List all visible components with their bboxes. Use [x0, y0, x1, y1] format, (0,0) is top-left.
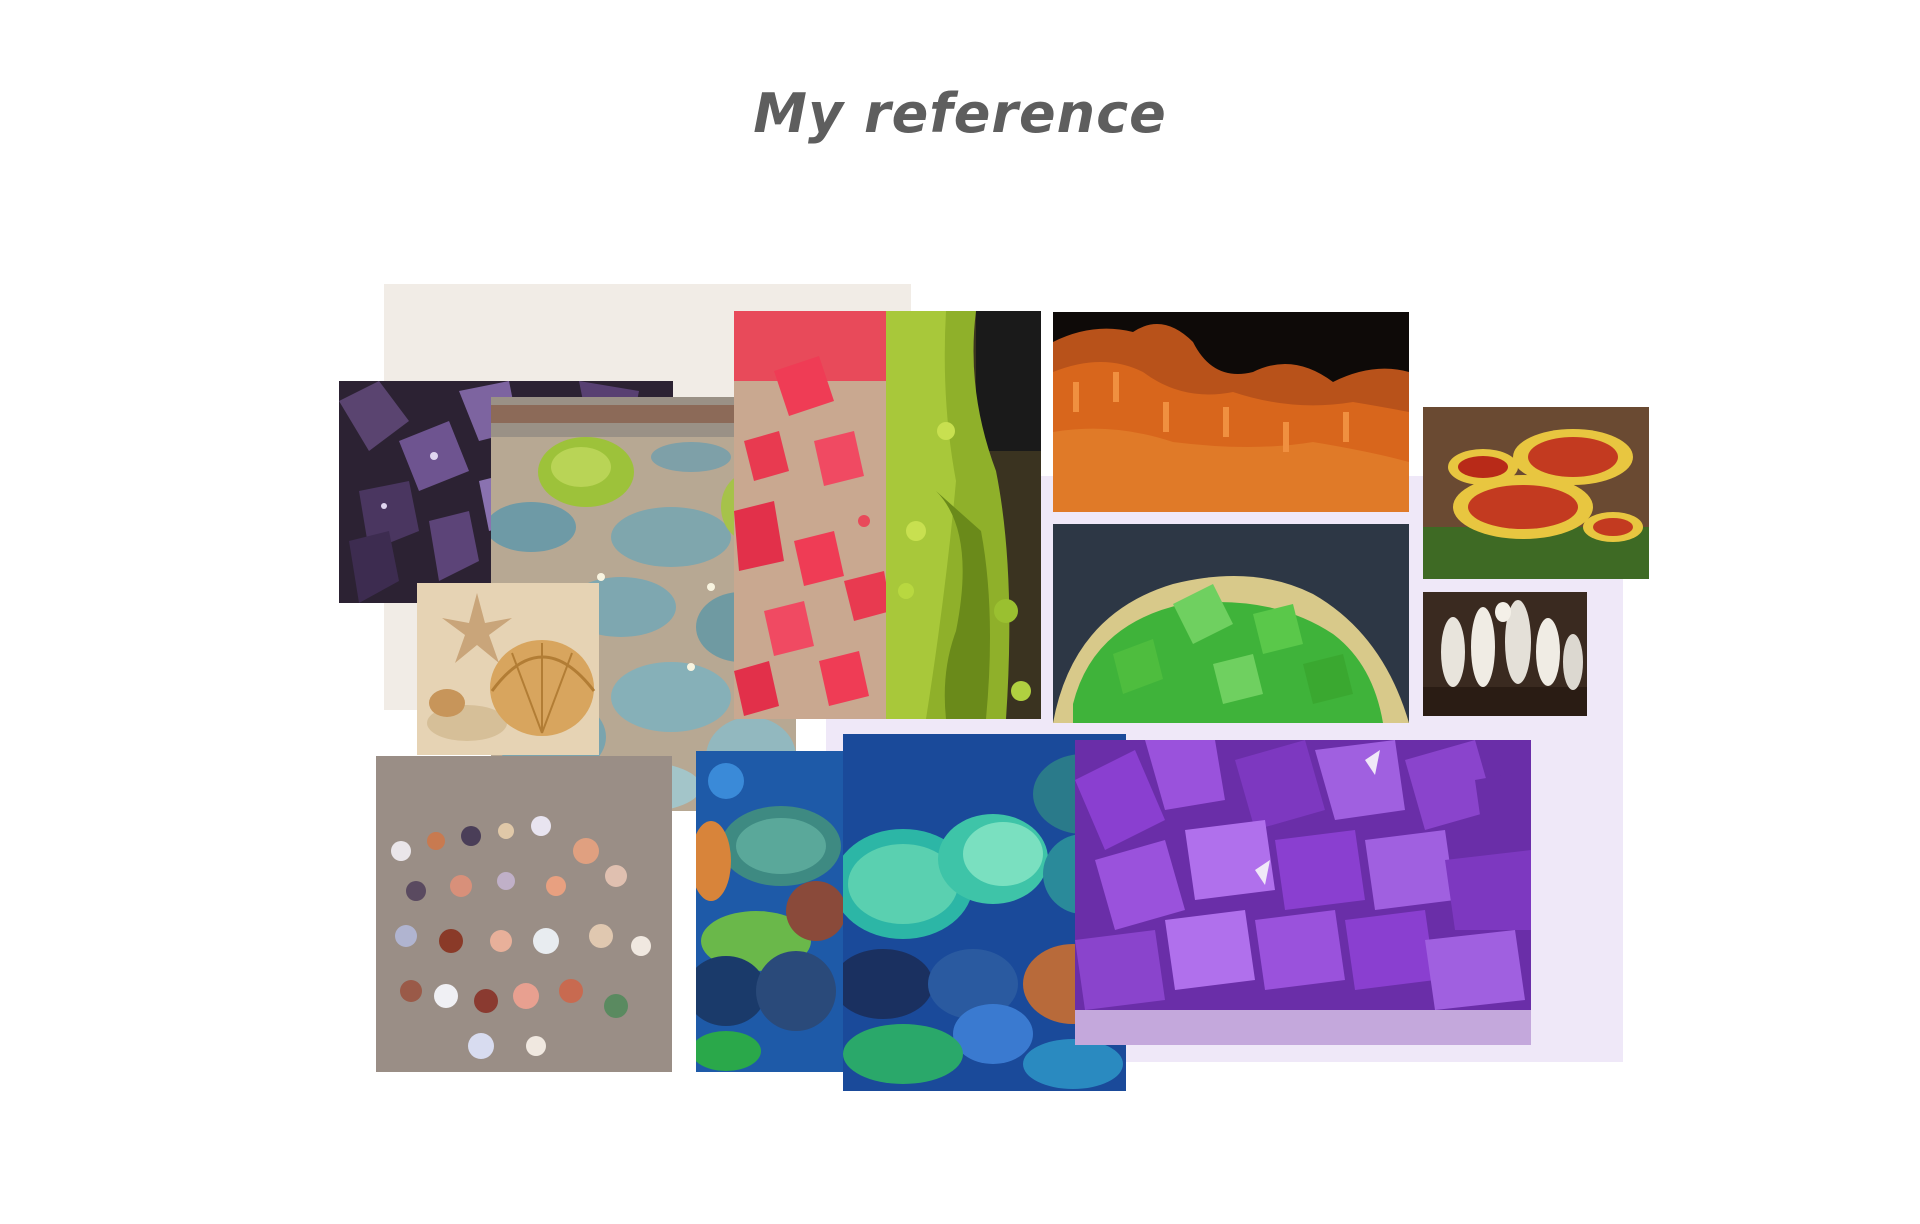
green-fluorite-photo: [1053, 524, 1409, 723]
coral-reef-left-photo: [696, 751, 846, 1072]
crystal-icon: [1053, 524, 1409, 723]
page-title: My reference: [753, 82, 1167, 145]
mushroom-icon: [1423, 592, 1587, 716]
seashells-on-sand-photo: [376, 756, 672, 1072]
seashell-icon: [376, 756, 672, 1072]
seashell-icon: [417, 583, 599, 755]
starfish-seashell-photo: [417, 583, 599, 755]
moss-icon: [886, 311, 1041, 719]
white-mushrooms-photo: [1423, 592, 1587, 716]
amethyst-cluster-icon: [1075, 740, 1531, 1045]
purple-amethyst-photo: [1075, 740, 1531, 1045]
crystal-icon: [734, 311, 891, 719]
coral-icon: [696, 751, 846, 1072]
green-crystal-moss-photo: [886, 311, 1041, 719]
red-crystals-photo: [734, 311, 891, 719]
mineral-icon: [1053, 312, 1409, 512]
mushroom-icon: [1423, 407, 1649, 579]
orange-vanadinite-photo: [1053, 312, 1409, 512]
reishi-mushroom-photo: [1423, 407, 1649, 579]
